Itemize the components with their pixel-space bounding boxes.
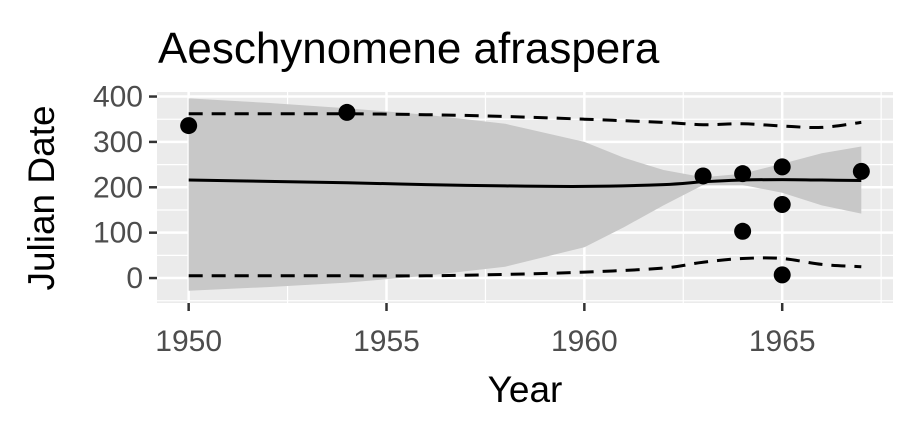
data-point <box>773 266 791 284</box>
x-tick-label: 1955 <box>353 325 420 358</box>
y-tick-label: 100 <box>93 217 143 250</box>
y-tick-label: 0 <box>126 262 143 295</box>
data-point <box>180 117 198 135</box>
x-axis: 1950 1955 1960 1965 <box>155 303 816 358</box>
data-points <box>180 103 870 284</box>
data-point <box>734 165 752 183</box>
x-axis-title: Year <box>488 369 563 410</box>
y-axis: 0 100 200 300 400 <box>93 81 157 295</box>
confidence-band <box>188 98 862 291</box>
y-axis-title: Julian Date <box>21 105 62 290</box>
x-tick-label: 1965 <box>749 325 816 358</box>
data-point <box>773 158 791 176</box>
data-point <box>338 103 356 121</box>
data-point <box>852 162 870 180</box>
fit-line <box>188 178 862 188</box>
y-tick-label: 300 <box>93 126 143 159</box>
y-tick-label: 200 <box>93 171 143 204</box>
x-tick-label: 1950 <box>155 325 222 358</box>
y-tick-label: 400 <box>93 81 143 114</box>
data-point <box>694 167 712 185</box>
upper-quantile-line <box>188 112 862 130</box>
data-point <box>773 196 791 214</box>
data-point <box>734 222 752 240</box>
lower-quantile-line <box>188 256 862 278</box>
chart-title: Aeschynomene afraspera <box>158 24 660 73</box>
x-tick-label: 1960 <box>551 325 618 358</box>
